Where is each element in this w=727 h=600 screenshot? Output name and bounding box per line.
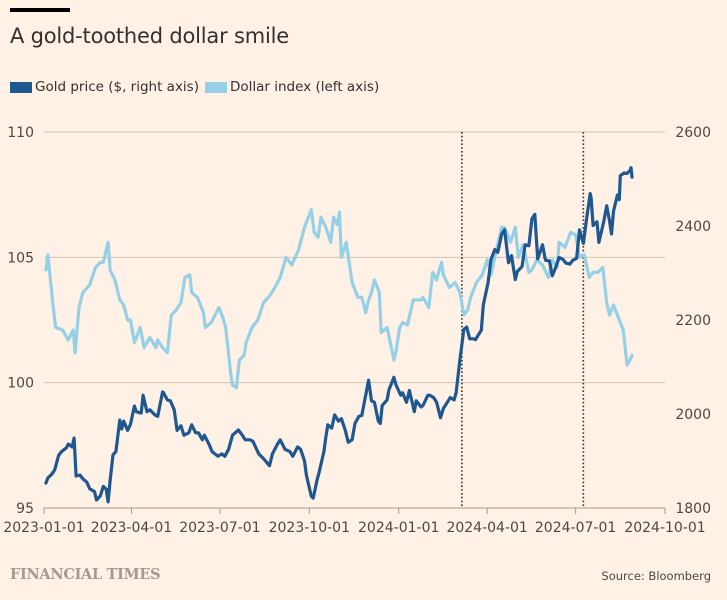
series-lines (44, 166, 634, 504)
x-tick-label: 2023-10-01 (269, 520, 350, 536)
dollar-index-line (44, 208, 634, 390)
legend-item-gold: Gold price ($, right axis) (10, 79, 199, 95)
legend: Gold price ($, right axis) Dollar index … (10, 79, 385, 95)
gridlines (44, 131, 665, 384)
x-tick-label: 2023-01-01 (3, 520, 84, 536)
y-right-tick-label: 2400 (675, 219, 711, 235)
chart-title: A gold-toothed dollar smile (10, 24, 289, 48)
ft-logo: FINANCIAL TIMES (10, 566, 161, 583)
y-left-tick-label: 105 (7, 250, 34, 266)
legend-label-dollar: Dollar index (left axis) (229, 79, 380, 95)
legend-label-gold: Gold price ($, right axis) (35, 79, 199, 95)
x-tick-label: 2024-07-01 (535, 520, 616, 536)
x-tick-label: 2024-10-01 (624, 520, 705, 536)
legend-item-dollar: Dollar index (left axis) (204, 79, 380, 95)
y-right-tick-label: 1800 (675, 501, 711, 517)
legend-swatch-gold (10, 81, 32, 93)
source-note: Source: Bloomberg (601, 569, 711, 583)
y-left-tick-label: 95 (16, 501, 34, 517)
event-lines (461, 132, 585, 508)
x-tick-label: 2023-04-01 (91, 520, 172, 536)
y-left-tick-label: 110 (7, 125, 34, 141)
y-right-tick-label: 2600 (675, 125, 711, 141)
gold-price-line (44, 166, 634, 504)
y-right-tick-label: 2000 (675, 407, 711, 423)
x-tick-label: 2024-01-01 (358, 520, 439, 536)
y-left-tick-label: 100 (7, 376, 34, 392)
ft-top-bar (10, 8, 70, 12)
y-right-tick-label: 2200 (675, 313, 711, 329)
axes: 95 100 105 110 1800 2000 2200 2400 2600 2023-01-0… (3, 125, 711, 536)
legend-swatch-dollar (204, 81, 227, 93)
x-tick-label: 2024-04-01 (446, 520, 527, 536)
x-tick-label: 2023-07-01 (179, 520, 260, 536)
